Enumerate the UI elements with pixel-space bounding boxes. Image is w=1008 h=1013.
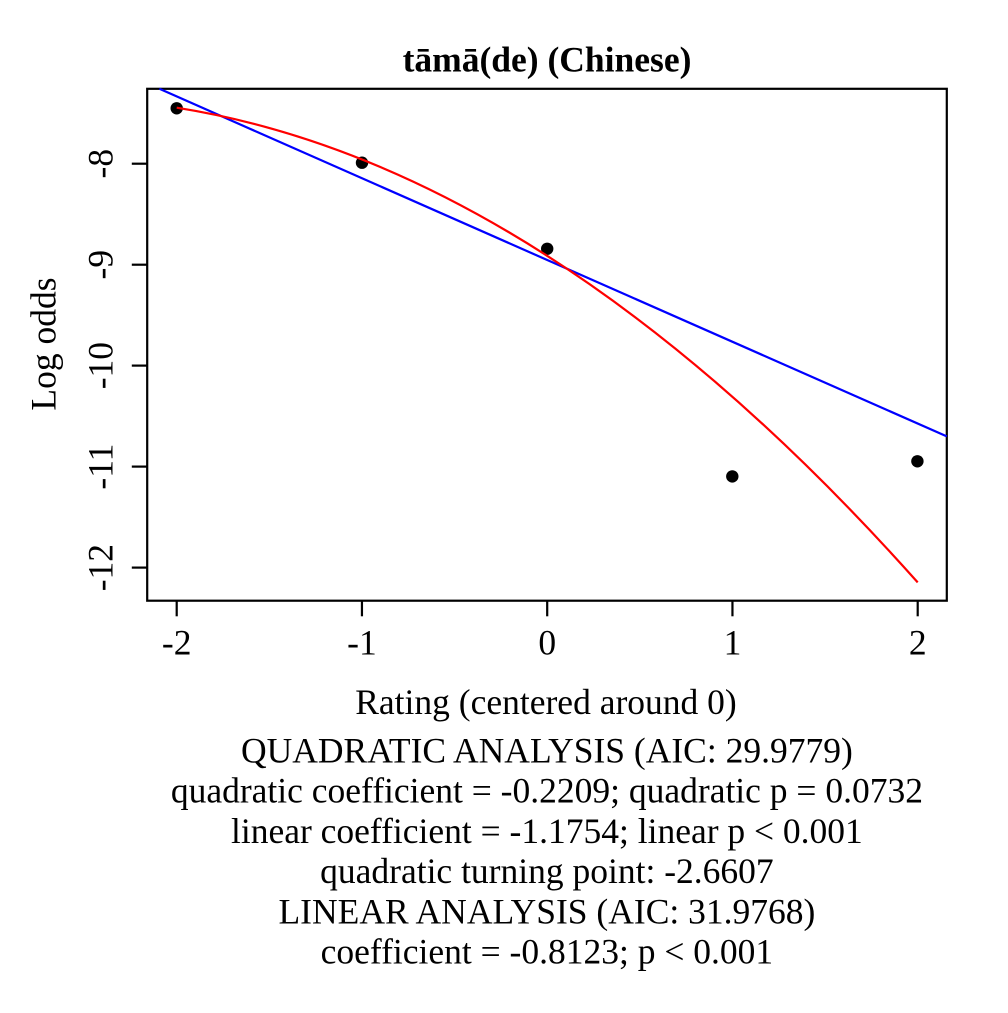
svg-text:coefficient = -0.8123; p < 0.0: coefficient = -0.8123; p < 0.001 <box>321 932 773 972</box>
svg-text:Rating (centered around 0): Rating (centered around 0) <box>355 682 736 722</box>
svg-text:-10: -10 <box>80 342 120 389</box>
svg-text:linear coefficient = -1.1754;: linear coefficient = -1.1754; linear p <… <box>231 811 863 851</box>
svg-text:1: 1 <box>724 622 742 662</box>
svg-text:-1: -1 <box>347 622 377 662</box>
svg-text:quadratic turning point: -2.66: quadratic turning point: -2.6607 <box>320 851 774 891</box>
svg-text:tāmā(de) (Chinese): tāmā(de) (Chinese) <box>403 39 692 79</box>
svg-text:-12: -12 <box>80 544 120 591</box>
svg-text:-8: -8 <box>80 149 120 179</box>
svg-text:0: 0 <box>538 622 556 662</box>
svg-text:-11: -11 <box>80 444 120 490</box>
svg-text:-9: -9 <box>80 250 120 280</box>
svg-text:Log odds: Log odds <box>24 277 64 410</box>
svg-text:-2: -2 <box>162 622 192 662</box>
svg-text:2: 2 <box>909 622 927 662</box>
svg-text:QUADRATIC ANALYSIS (AIC: 29.97: QUADRATIC ANALYSIS (AIC: 29.9779) <box>241 731 853 771</box>
svg-text:quadratic coefficient = -0.220: quadratic coefficient = -0.2209; quadrat… <box>171 771 923 811</box>
svg-text:LINEAR ANALYSIS (AIC: 31.9768): LINEAR ANALYSIS (AIC: 31.9768) <box>278 891 815 931</box>
